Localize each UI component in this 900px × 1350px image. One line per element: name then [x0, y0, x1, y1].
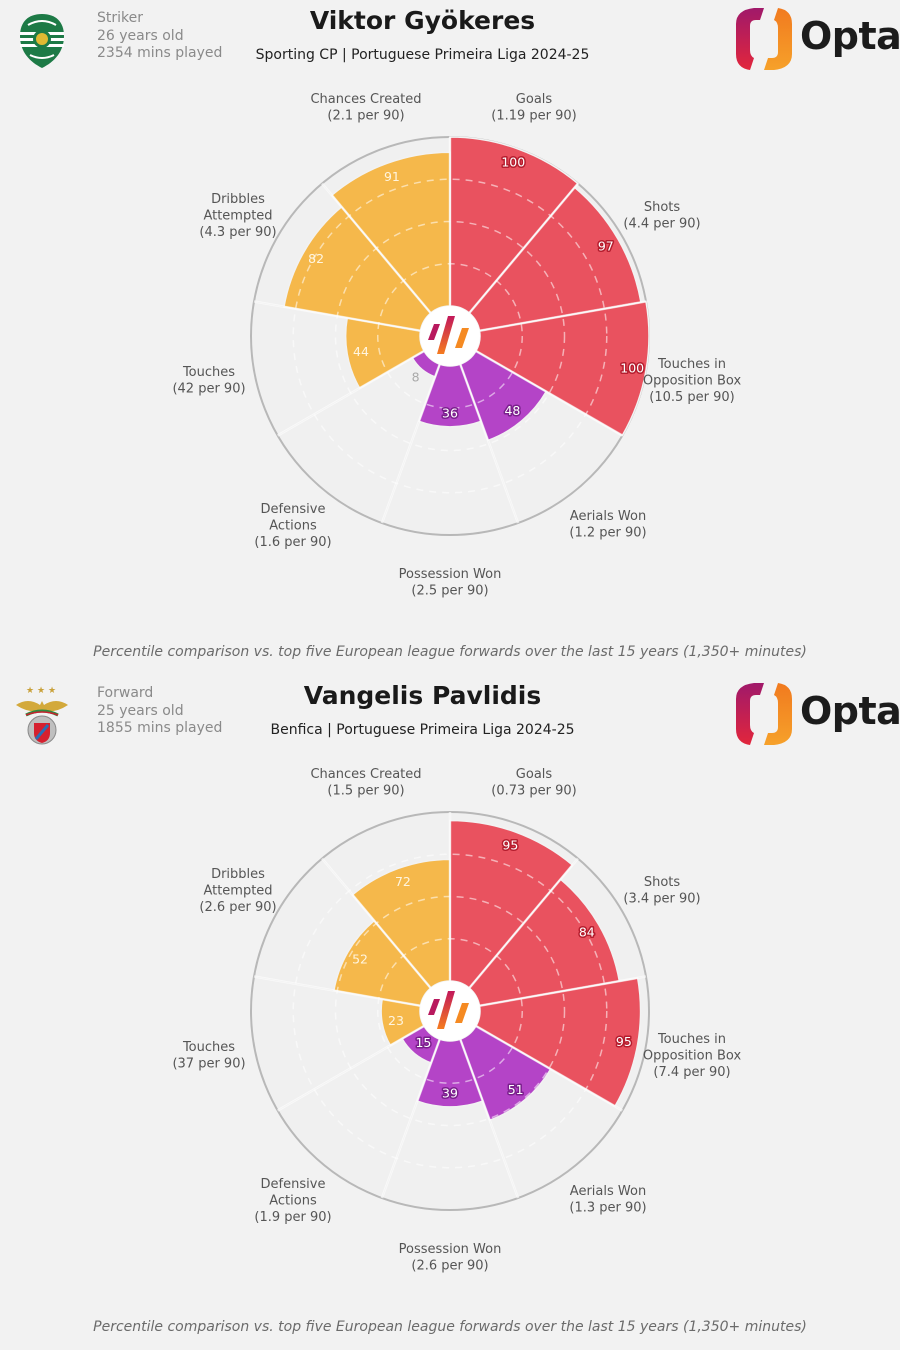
spoke	[253, 975, 421, 1008]
category-label: Aerials Won (1.2 per 90)	[569, 509, 646, 541]
value-label: 97	[598, 239, 614, 254]
sporting-cp-badge-icon	[20, 14, 64, 68]
value-labels: 100 97 100 48 36 8 44 82 91	[308, 153, 645, 422]
spoke	[475, 349, 623, 437]
center-hub	[420, 981, 480, 1041]
player-position: Forward	[97, 685, 154, 701]
player-subtitle: Sporting CP | Portuguese Primeira Liga 2…	[255, 47, 590, 63]
player-name: Viktor Gyökeres	[309, 6, 536, 35]
value-label: 48	[504, 403, 520, 418]
category-label: Dribbles Attempted (2.6 per 90)	[199, 867, 276, 915]
category-label: Aerials Won (1.3 per 90)	[569, 1184, 646, 1216]
category-labels: Goals (1.19 per 90) Shots (4.4 per 90) Touch…	[172, 92, 741, 599]
spoke	[459, 1038, 520, 1199]
opta-logo: Opta	[734, 6, 900, 72]
value-label: 84	[579, 925, 595, 940]
value-labels: 95 84 95 51 39 15 23 52 72	[352, 836, 633, 1102]
category-labels: Goals (0.73 per 90) Shots (3.4 per 90) Touch…	[172, 767, 741, 1274]
category-label: Chances Created (2.1 per 90)	[310, 92, 421, 124]
bars	[333, 819, 642, 1122]
value-label: 82	[308, 251, 324, 266]
polar-chart: 95 84 95 51 39 15 23 52 72 Goals (0.73 per 90) Shot…	[172, 767, 741, 1274]
value-label: 44	[353, 344, 369, 359]
opta-logo-icon	[736, 8, 792, 70]
opta-stripes-icon	[428, 316, 469, 354]
player-subtitle: Benfica | Portuguese Primeira Liga 2024-…	[270, 722, 575, 738]
footnote: Percentile comparison vs. top five Europ…	[93, 1319, 807, 1335]
spoke	[468, 857, 579, 989]
value-label: 15	[415, 1035, 431, 1050]
opta-logo: Opta	[734, 681, 900, 747]
category-label: Defensive Actions (1.6 per 90)	[254, 502, 331, 550]
category-label: Touches in Opposition Box (10.5 per 90)	[643, 357, 742, 405]
value-label: 8	[412, 369, 420, 384]
player-panel-pavlidis: ★ ★ ★ Forward 25 years old 1855 mins pla…	[0, 675, 900, 1350]
value-label: 100	[620, 361, 644, 376]
spoke	[479, 975, 647, 1008]
svg-text:★: ★	[26, 686, 34, 696]
value-label: 51	[508, 1082, 524, 1097]
grid-ring	[292, 853, 608, 1169]
spokes	[253, 137, 647, 524]
player-meta: Forward 25 years old 1855 mins played	[97, 685, 222, 738]
spoke	[459, 363, 520, 524]
spoke	[380, 363, 441, 524]
svg-text:★: ★	[48, 686, 56, 696]
category-label: Possession Won (2.6 per 90)	[399, 1242, 502, 1274]
value-label: 95	[502, 838, 518, 853]
value-label: 36	[442, 405, 458, 420]
category-label: Dribbles Attempted (4.3 per 90)	[199, 192, 276, 240]
spoke	[475, 1024, 623, 1112]
player-position: Striker	[97, 10, 143, 26]
value-label: 95	[616, 1034, 632, 1049]
value-label: 23	[388, 1013, 404, 1028]
svg-text:★: ★	[37, 686, 45, 696]
category-label: Goals (1.19 per 90)	[491, 92, 577, 124]
spoke	[479, 300, 647, 333]
spoke	[253, 300, 421, 333]
category-label: Shots (3.4 per 90)	[623, 875, 700, 907]
player-age: 25 years old	[97, 702, 184, 719]
category-label: Defensive Actions (1.9 per 90)	[254, 1177, 331, 1225]
player-age: 26 years old	[97, 27, 184, 44]
spoke	[277, 349, 425, 437]
category-label: Goals (0.73 per 90)	[491, 767, 577, 799]
category-label: Touches in Opposition Box (7.4 per 90)	[643, 1032, 742, 1080]
opta-wordmark: Opta	[800, 14, 900, 58]
player-minutes: 1855 mins played	[97, 720, 223, 736]
player-minutes: 2354 mins played	[97, 45, 223, 61]
opta-stripes-icon	[428, 991, 469, 1029]
category-label: Shots (4.4 per 90)	[623, 200, 700, 232]
spoke	[277, 1024, 425, 1112]
spoke	[321, 182, 432, 314]
value-label: 100	[501, 155, 525, 170]
value-label: 91	[384, 169, 400, 184]
player-meta: Striker 26 years old 2354 mins played	[97, 10, 222, 63]
category-label: Possession Won (2.5 per 90)	[399, 567, 502, 599]
player-name: Vangelis Pavlidis	[303, 681, 542, 710]
polar-chart: 100 97 100 48 36 8 44 82 91 Goals (1.19 per 90) Sho…	[172, 92, 741, 599]
spoke	[321, 857, 432, 989]
spokes	[253, 812, 647, 1199]
value-label: 52	[352, 952, 368, 967]
opta-logo-icon	[736, 683, 792, 745]
value-label: 39	[442, 1085, 458, 1100]
center-hub	[420, 306, 480, 366]
spoke	[380, 1038, 441, 1199]
value-label: 72	[395, 874, 411, 889]
benfica-badge-icon: ★ ★ ★	[16, 686, 68, 745]
spoke	[468, 182, 579, 314]
footnote: Percentile comparison vs. top five Europ…	[93, 644, 807, 660]
grid-ring	[292, 178, 608, 494]
category-label: Touches (37 per 90)	[172, 1040, 245, 1072]
category-label: Chances Created (1.5 per 90)	[310, 767, 421, 799]
category-label: Touches (42 per 90)	[172, 365, 245, 397]
player-panel-gyokeres: Striker 26 years old 2354 mins played Vi…	[20, 6, 900, 660]
opta-wordmark: Opta	[800, 689, 900, 733]
